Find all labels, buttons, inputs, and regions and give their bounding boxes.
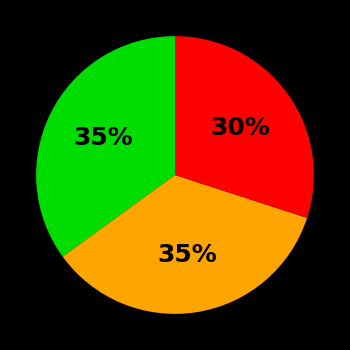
Text: 35%: 35% [74,126,133,150]
Text: 30%: 30% [210,116,270,140]
Wedge shape [63,175,307,314]
Wedge shape [36,36,175,257]
Wedge shape [175,36,314,218]
Text: 35%: 35% [158,243,217,267]
